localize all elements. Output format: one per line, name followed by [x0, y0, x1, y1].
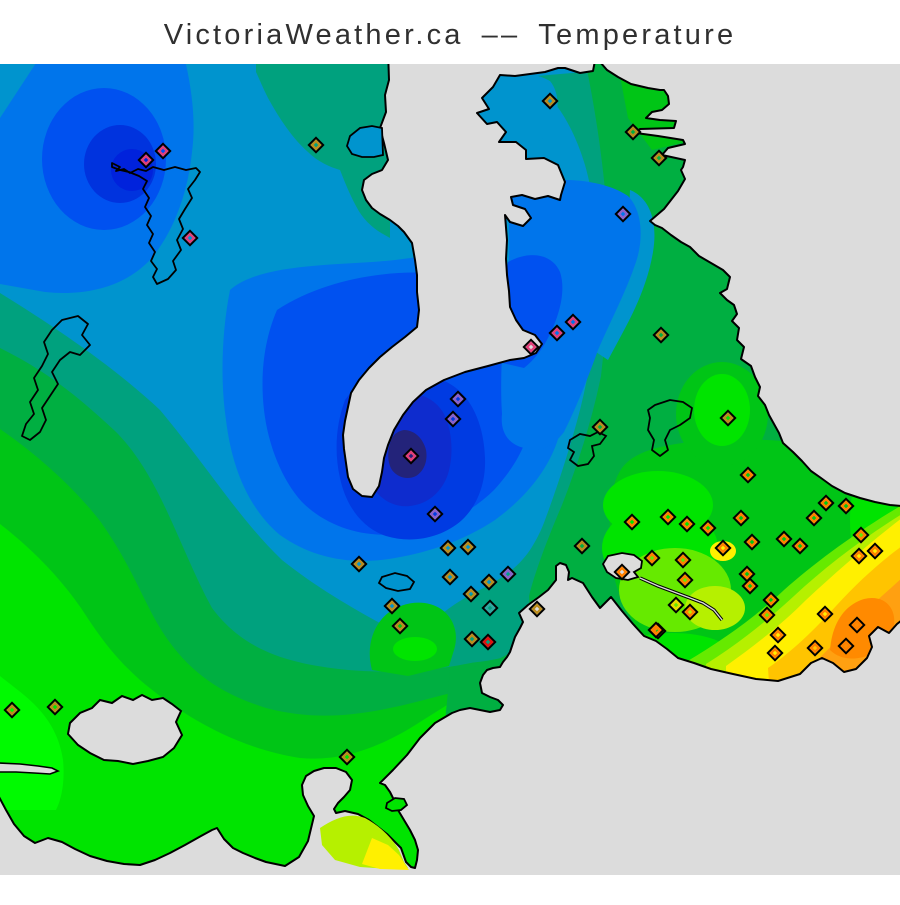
svg-text:VictoriaWeather.ca –– Temper: VictoriaWeather.ca –– Temperature: [164, 19, 737, 51]
